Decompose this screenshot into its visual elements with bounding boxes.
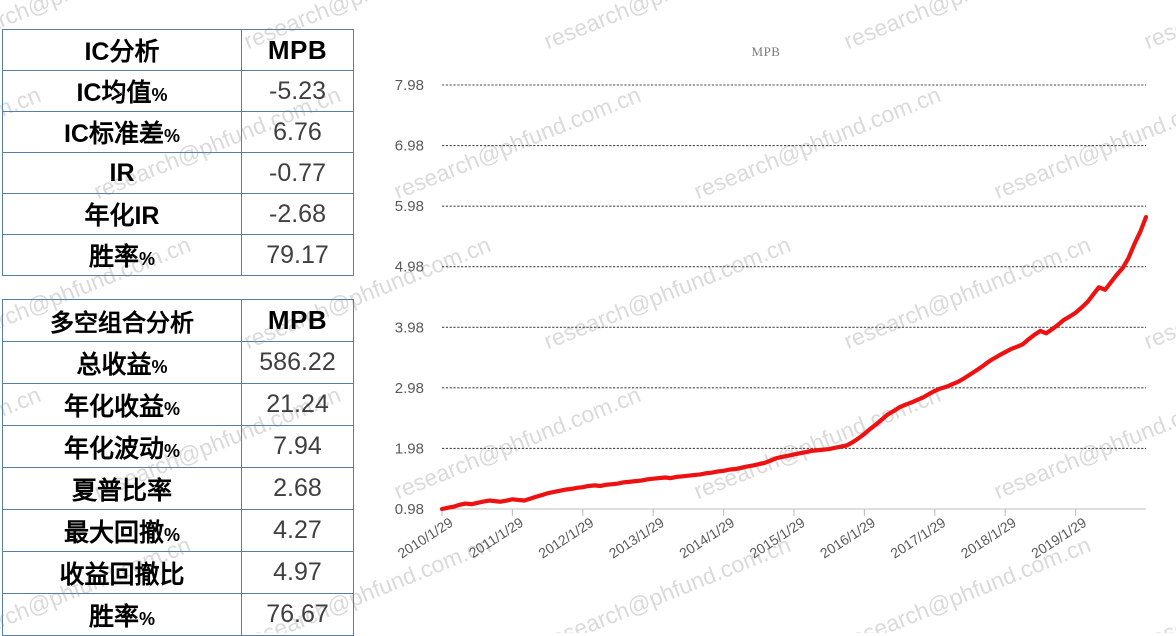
table-row: 收益回撤比 4.97 [2, 551, 354, 594]
row-label-text: IR [109, 158, 135, 187]
x-axis-tick-label: 2014/1/29 [676, 514, 737, 561]
x-axis-tick-label: 2019/1/29 [1028, 514, 1089, 561]
table-row: IR -0.77 [2, 152, 354, 194]
row-label-suffix: % [164, 398, 181, 419]
row-label-suffix: % [139, 608, 156, 629]
x-axis-tick-label: 2013/1/29 [606, 514, 667, 561]
row-label: 最大回撤% [2, 509, 242, 552]
x-axis-tick-label: 2018/1/29 [958, 514, 1019, 561]
row-value: 7.94 [241, 425, 354, 468]
row-label-suffix: % [164, 524, 181, 545]
chart-canvas: 0.98 1.98 2.98 3.98 4.98 5.98 6.98 7.98 2010/1/2… [395, 77, 1149, 561]
table-row: 年化收益% 21.24 [2, 383, 354, 426]
y-axis-tick-label: 0.98 [395, 501, 424, 518]
x-axis-tick-label: 2017/1/29 [887, 514, 948, 561]
y-axis-tick-label: 4.98 [395, 259, 424, 276]
y-axis-tick-label: 2.98 [395, 380, 424, 397]
row-label-text: 最大回撤 [63, 518, 164, 547]
long-short-header-value: MPB [241, 299, 354, 342]
row-label: 胜率% [2, 593, 242, 636]
series-line-mpb [439, 214, 1149, 512]
row-label-suffix: % [151, 356, 168, 377]
table-row: 胜率% 79.17 [2, 234, 354, 276]
row-value: 586.22 [241, 341, 354, 384]
row-label: 胜率% [2, 234, 242, 276]
table-row: 年化波动% 7.94 [2, 425, 354, 468]
row-label: 年化IR [2, 193, 242, 235]
row-label-text: IC标准差 [63, 120, 164, 148]
row-value: -2.68 [241, 193, 354, 235]
row-label-suffix: % [164, 126, 181, 146]
row-label-text: 夏普比率 [71, 476, 172, 505]
y-axis-tick-label: 6.98 [395, 138, 424, 155]
row-label-text: 年化IR [84, 202, 160, 230]
table-row: 最大回撤% 4.27 [2, 509, 354, 552]
row-label-text: 胜率 [88, 243, 139, 271]
ic-analysis-body: IC分析 MPB IC均值% -5.23 IC标准差% 6.76 IR -0.7… [2, 29, 354, 276]
row-value: 79.17 [241, 234, 354, 276]
table-row: IC标准差% 6.76 [2, 111, 354, 153]
long-short-header-label: 多空组合分析 [2, 299, 242, 342]
table-header-row: 多空组合分析 MPB [2, 299, 354, 342]
row-label-text: 年化收益 [63, 392, 164, 421]
chart-title: MPB [751, 44, 781, 59]
row-value: -5.23 [241, 70, 354, 112]
table-row: 胜率% 76.67 [2, 593, 354, 636]
x-axis-tick-label: 2012/1/29 [535, 514, 596, 561]
ic-analysis-table: IC分析 MPB IC均值% -5.23 IC标准差% 6.76 IR -0.7… [2, 29, 354, 276]
y-axis-tick-label: 5.98 [395, 198, 424, 215]
row-label: 收益回撤比 [2, 551, 242, 594]
row-label-text: IC均值 [76, 79, 152, 107]
long-short-analysis-body: 多空组合分析 MPB 总收益% 586.22 年化收益% 21.24 年化波动%… [2, 299, 354, 636]
table-row: 夏普比率 2.68 [2, 467, 354, 510]
row-label-suffix: % [164, 440, 181, 461]
row-value: 4.97 [241, 551, 354, 594]
table-row: 年化IR -2.68 [2, 193, 354, 235]
row-label-suffix: % [151, 85, 168, 105]
row-label: IC标准差% [2, 111, 242, 153]
row-label: 总收益% [2, 341, 242, 384]
row-label: 年化波动% [2, 425, 242, 468]
row-value: -0.77 [241, 152, 354, 194]
row-value: 76.67 [241, 593, 354, 636]
ic-analysis-header-value: MPB [241, 29, 354, 71]
row-value: 21.24 [241, 383, 354, 426]
y-axis-tick-label: 3.98 [395, 319, 424, 336]
table-row: IC均值% -5.23 [2, 70, 354, 112]
x-axis-tick-label: 2011/1/29 [466, 514, 526, 561]
x-axis-tick-label: 2016/1/29 [817, 514, 878, 561]
row-label-text: 总收益 [76, 350, 152, 379]
row-label: 夏普比率 [2, 467, 242, 510]
row-label-text: 收益回撤比 [59, 560, 185, 589]
x-axis-tick-label: 2010/1/29 [395, 514, 456, 561]
long-short-analysis-table: 多空组合分析 MPB 总收益% 586.22 年化收益% 21.24 年化波动%… [2, 299, 354, 636]
row-label: IR [2, 152, 242, 194]
row-value: 4.27 [241, 509, 354, 552]
table-row: 总收益% 586.22 [2, 341, 354, 384]
mpb-chart: MPB 0.98 1.98 2.98 3.98 4.98 5.98 6.98 7.98 2010… [356, 0, 1176, 633]
x-axis-tick-label: 2015/1/29 [747, 514, 808, 561]
ic-analysis-header-label: IC分析 [2, 29, 242, 71]
row-value: 2.68 [241, 467, 354, 510]
row-label: IC均值% [2, 70, 242, 112]
table-header-row: IC分析 MPB [2, 29, 354, 71]
y-axis-tick-label: 1.98 [395, 440, 424, 457]
row-label: 年化收益% [2, 383, 242, 426]
row-label-text: 年化波动 [63, 434, 164, 463]
y-axis-tick-label: 7.98 [395, 77, 424, 94]
row-value: 6.76 [241, 111, 354, 153]
row-label-suffix: % [139, 249, 156, 269]
row-label-text: 胜率 [88, 602, 139, 631]
